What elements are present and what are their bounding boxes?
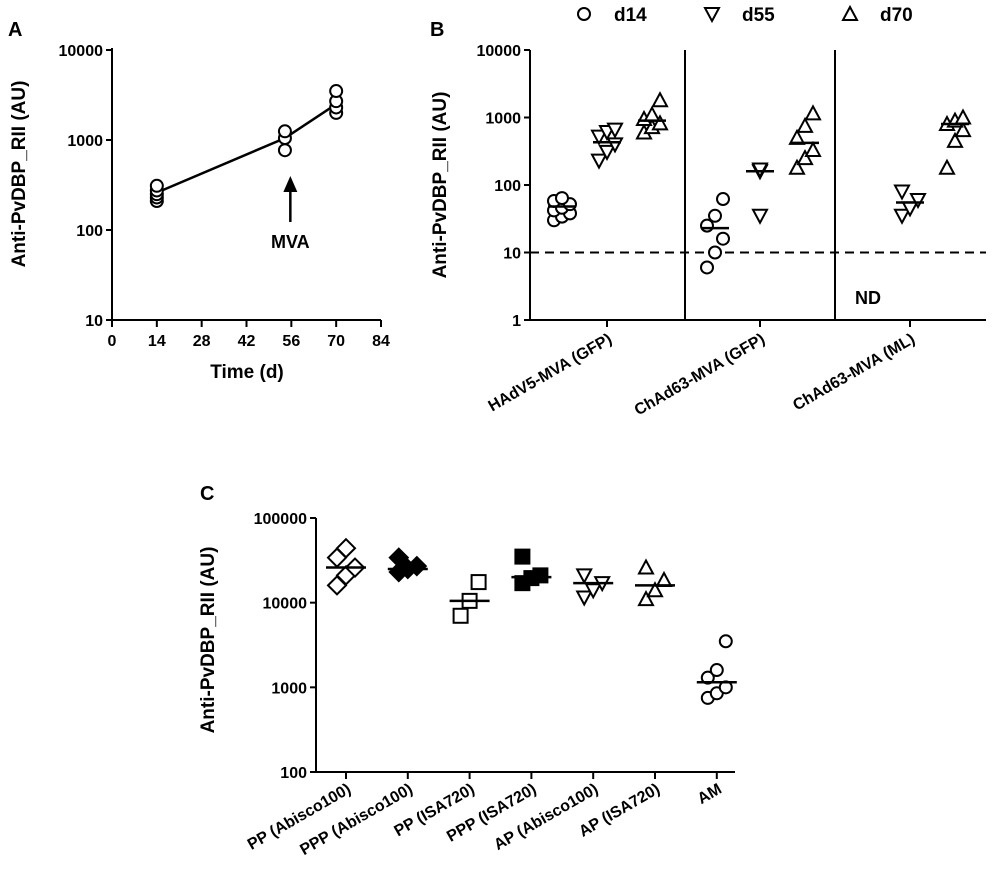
panel-c-point <box>655 570 673 588</box>
panel-b-point <box>804 104 822 121</box>
panel-c-point <box>575 590 593 607</box>
panel-b-point <box>700 260 714 275</box>
nd-label: ND <box>855 288 881 308</box>
panel-a-label: A <box>8 19 22 41</box>
panel-a-x-tick-label: 56 <box>282 333 300 350</box>
legend-d55-marker <box>703 7 721 24</box>
panel-b-point <box>708 208 722 223</box>
panel-b-point <box>716 192 730 207</box>
panel-b-point <box>954 121 972 138</box>
panel-a-x-tick-label: 14 <box>148 333 166 350</box>
panel-c-point <box>514 548 531 565</box>
panel-b-point <box>751 208 769 225</box>
panel-b-point <box>606 122 624 139</box>
panel-c-point <box>470 574 487 591</box>
panel-a-trend-line <box>156 103 337 194</box>
panel-a-y-tick-label: 10 <box>85 313 103 330</box>
panel-b-point <box>751 162 769 179</box>
panel-c-point <box>709 663 724 678</box>
panel-a-y-tick-label: 1000 <box>67 133 103 150</box>
panel-c-point <box>637 590 655 607</box>
panel-c-point <box>388 547 410 569</box>
panel-b-y-tick-label: 10000 <box>477 43 522 60</box>
panel-b-group-label: ChAd63-MVA (ML) <box>790 331 918 415</box>
panel-a-x-tick-label: 70 <box>327 333 345 350</box>
panel-c-point <box>532 567 549 584</box>
panel-b-point <box>954 108 972 125</box>
panel-b-point <box>651 91 669 108</box>
panel-b-point <box>804 140 822 158</box>
legend-label: d55 <box>742 5 775 26</box>
mva-arrow-head-icon <box>283 176 298 192</box>
legend-label: d14 <box>614 5 647 26</box>
panel-b-point <box>946 131 964 148</box>
panel-b-label: B <box>430 19 444 41</box>
panel-a-point <box>149 178 164 193</box>
legend-label: d70 <box>880 5 913 26</box>
panel-c-category-label: PPP (Abisco100) <box>297 781 415 859</box>
panel-b-point <box>938 158 956 175</box>
panel-b-legend: d14 d55 d70 <box>577 4 913 26</box>
panel-c-point <box>575 568 593 585</box>
panel-b-point <box>590 153 608 170</box>
panel-a-y-tick-label: 10000 <box>59 43 104 60</box>
panel-a: A Anti-PvDBP_RII (AU) Time (d) 10 100 1000… <box>8 19 390 383</box>
panel-c-point <box>335 537 357 559</box>
panel-c-point <box>406 555 428 577</box>
panel-b: B Anti-PvDBP_RII (AU) ND 1 10 100 1000 10000… <box>430 4 986 419</box>
panel-c-y-tick-label: 100000 <box>254 511 307 528</box>
panel-b-y-axis-title: Anti-PvDBP_RII (AU) <box>430 92 451 279</box>
panel-c-point <box>452 607 469 624</box>
panel-c-y-tick-label: 10000 <box>263 596 308 613</box>
panel-b-point <box>651 114 669 131</box>
panel-c-label: C <box>200 483 214 505</box>
panel-c-point <box>700 670 715 685</box>
panel-b-y-tick-label: 1000 <box>485 111 521 128</box>
mva-annotation-label: MVA <box>271 232 310 252</box>
panel-a-x-axis-title: Time (d) <box>210 362 284 383</box>
panel-b-point <box>598 144 616 161</box>
panel-b-point <box>643 105 661 122</box>
panel-a-x-tick-label: 0 <box>108 333 117 350</box>
panel-b-y-tick-label: 10 <box>503 246 521 263</box>
mva-annotation: MVA <box>271 176 310 252</box>
panel-b-group-label: ChAd63-MVA (GFP) <box>632 331 768 419</box>
panel-c: C Anti-PvDBP_RII (AU) 100 1000 10000 100000… <box>198 483 737 859</box>
panel-b-point <box>796 149 814 166</box>
panel-c-point <box>637 558 655 575</box>
panel-c-y-tick-label: 1000 <box>271 680 307 697</box>
panel-b-point <box>708 245 722 260</box>
panel-b-point <box>716 231 730 246</box>
panel-b-group-label: HAdV5-MVA (GFP) <box>486 331 615 415</box>
panel-b-point <box>796 116 814 133</box>
panel-b-point <box>590 129 608 146</box>
panel-c-y-tick-label: 100 <box>280 765 307 782</box>
legend-d14-marker <box>577 7 591 21</box>
panel-b-y-tick-label: 1 <box>512 313 521 330</box>
panel-c-y-axis-title: Anti-PvDBP_RII (AU) <box>198 547 219 734</box>
panel-c-point <box>718 634 733 649</box>
panel-b-point <box>555 191 569 206</box>
panel-a-point <box>277 143 292 158</box>
panel-a-y-tick-label: 100 <box>76 223 103 240</box>
panel-b-point <box>788 158 806 175</box>
legend-d70-marker <box>841 4 859 21</box>
panel-a-y-axis-title: Anti-PvDBP_RII (AU) <box>9 81 30 268</box>
panel-b-point <box>893 208 911 225</box>
panel-c-category-label: AM <box>695 781 725 808</box>
panel-a-x-tick-label: 84 <box>372 333 390 350</box>
panel-c-point <box>646 581 664 598</box>
panel-b-point <box>893 184 911 201</box>
panel-a-x-tick-label: 42 <box>238 333 256 350</box>
panel-a-x-tick-label: 28 <box>193 333 211 350</box>
panel-c-category-label: AP (Abisco100) <box>491 781 601 854</box>
panel-a-point <box>329 84 344 99</box>
panel-b-y-tick-label: 100 <box>494 178 521 195</box>
panel-a-point <box>277 124 292 139</box>
panel-b-point <box>909 192 927 210</box>
